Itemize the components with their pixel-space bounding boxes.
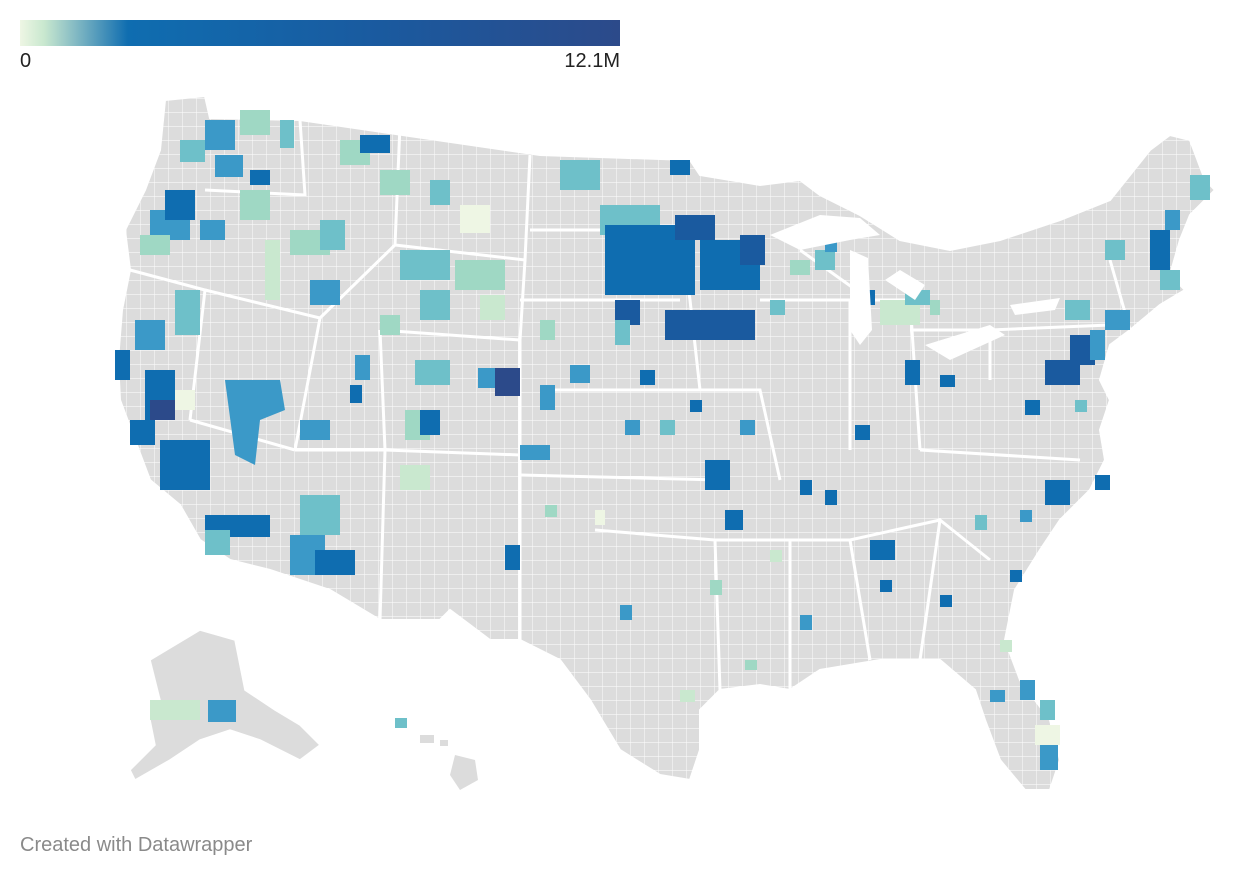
hawaii xyxy=(395,718,478,790)
legend-max-label: 12.1M xyxy=(564,50,620,72)
legend-min-label: 0 xyxy=(20,50,32,72)
county-data-fills xyxy=(115,110,1210,770)
great-lakes xyxy=(770,215,1060,360)
legend-gradient-bar xyxy=(20,20,620,46)
color-legend: 0 12.1M xyxy=(20,20,620,76)
alaska xyxy=(129,629,322,782)
datawrapper-credit: Created with Datawrapper xyxy=(20,834,253,856)
